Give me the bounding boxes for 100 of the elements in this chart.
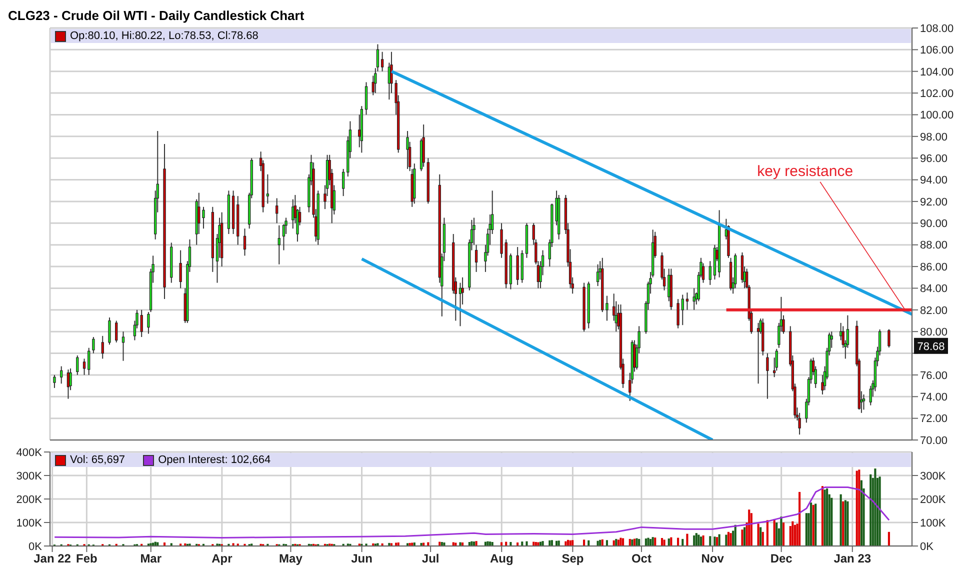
bar [762,532,764,546]
candlestick [692,288,696,310]
chart-title: CLG23 - Crude Oil WTI - Daily Candlestick Chart [8,8,306,24]
bar [486,541,489,546]
x-tick-label: Oct [631,552,652,566]
candlestick [60,366,63,384]
candlestick [606,295,608,322]
x-tick-label: Jun [351,552,372,566]
y-tick-label: 90.00 [920,218,948,230]
candlestick [474,244,478,272]
bar [750,513,752,546]
y-tick-label: 100.00 [920,110,954,122]
bar [654,538,656,546]
bar [695,533,698,546]
bar [156,542,159,546]
line-series [54,486,890,539]
bar [583,540,586,546]
candlestick [179,250,182,289]
candlestick [888,328,890,348]
x-tick-label: Feb [76,552,98,566]
candlestick [596,264,600,287]
bar [716,537,718,546]
candlestick [266,174,270,204]
bar [748,510,750,546]
bar [537,542,540,546]
y-tick-label: 94.00 [920,174,948,187]
candlestick [516,246,519,286]
bar [663,540,666,546]
candlestick [686,292,689,310]
candlestick [108,316,111,346]
candlestick [276,198,278,224]
x-tick-label: Aug [490,552,514,566]
bar [856,470,858,546]
bar [633,538,636,546]
y-tick-label: 88.00 [920,240,948,252]
bar [776,522,778,546]
candlestick [862,394,866,410]
annotation: key resistance [757,162,854,180]
candlestick [82,358,86,376]
bar [718,534,720,546]
bar [376,543,379,546]
bar [150,543,152,546]
bar [622,538,624,546]
y-tick-label: 86.00 [920,261,948,274]
bar [858,470,860,546]
bar [647,538,650,546]
bar [628,538,631,546]
bar [826,488,828,546]
bar [702,535,704,546]
candlestick [708,260,712,286]
bar [700,536,702,546]
y-tick-label: 0K [28,540,43,553]
bar [814,504,817,546]
bar [427,542,430,546]
candlestick [676,298,680,329]
bar [821,486,824,546]
bar [725,534,728,546]
bar [682,538,684,546]
bar [760,527,762,546]
x-tick-label: Sep [562,552,584,566]
bar [878,476,881,546]
bar [798,492,801,546]
bar [500,542,503,546]
y-tick-label: 76.00 [920,370,948,382]
bar [727,532,730,546]
bar [730,533,732,546]
legend-label: Open Interest: 102,664 [157,454,271,466]
bar [693,535,696,546]
y-tick-label: 108.00 [920,22,954,35]
bar [420,542,422,546]
bar [766,520,768,546]
annotation: Op:80.10, Hi:80.22, Lo:78.53, Cl:78.68 [70,30,258,42]
y-tick-label: 72.00 [920,413,948,426]
legend-label: Vol: 65,697 [69,454,126,466]
candlestick [342,168,345,197]
bar [812,504,814,546]
bar [620,538,622,546]
y-tick-label: 92.00 [920,196,948,208]
bar [810,502,812,546]
bar [741,530,744,546]
bar [888,532,890,546]
y-tick-label: 98.00 [920,131,948,144]
y-tick-label: 74.00 [920,392,948,404]
bar [668,538,670,546]
bar [709,536,712,546]
bar [650,538,652,546]
y-tick-label: 100K [16,517,43,530]
y-tick-label: 200K [16,494,43,506]
y-tick-label: 70.00 [920,434,948,447]
candlestick [380,51,384,72]
bar [452,542,454,546]
x-tick-label: Jan 23 [834,552,872,566]
x-tick-label: Jan 22 [34,552,72,566]
candlestick [681,294,684,326]
bar [660,538,664,546]
bar [743,527,746,546]
bar [846,501,849,546]
bar [773,518,776,546]
bar [840,494,842,546]
candlestick [278,224,280,265]
